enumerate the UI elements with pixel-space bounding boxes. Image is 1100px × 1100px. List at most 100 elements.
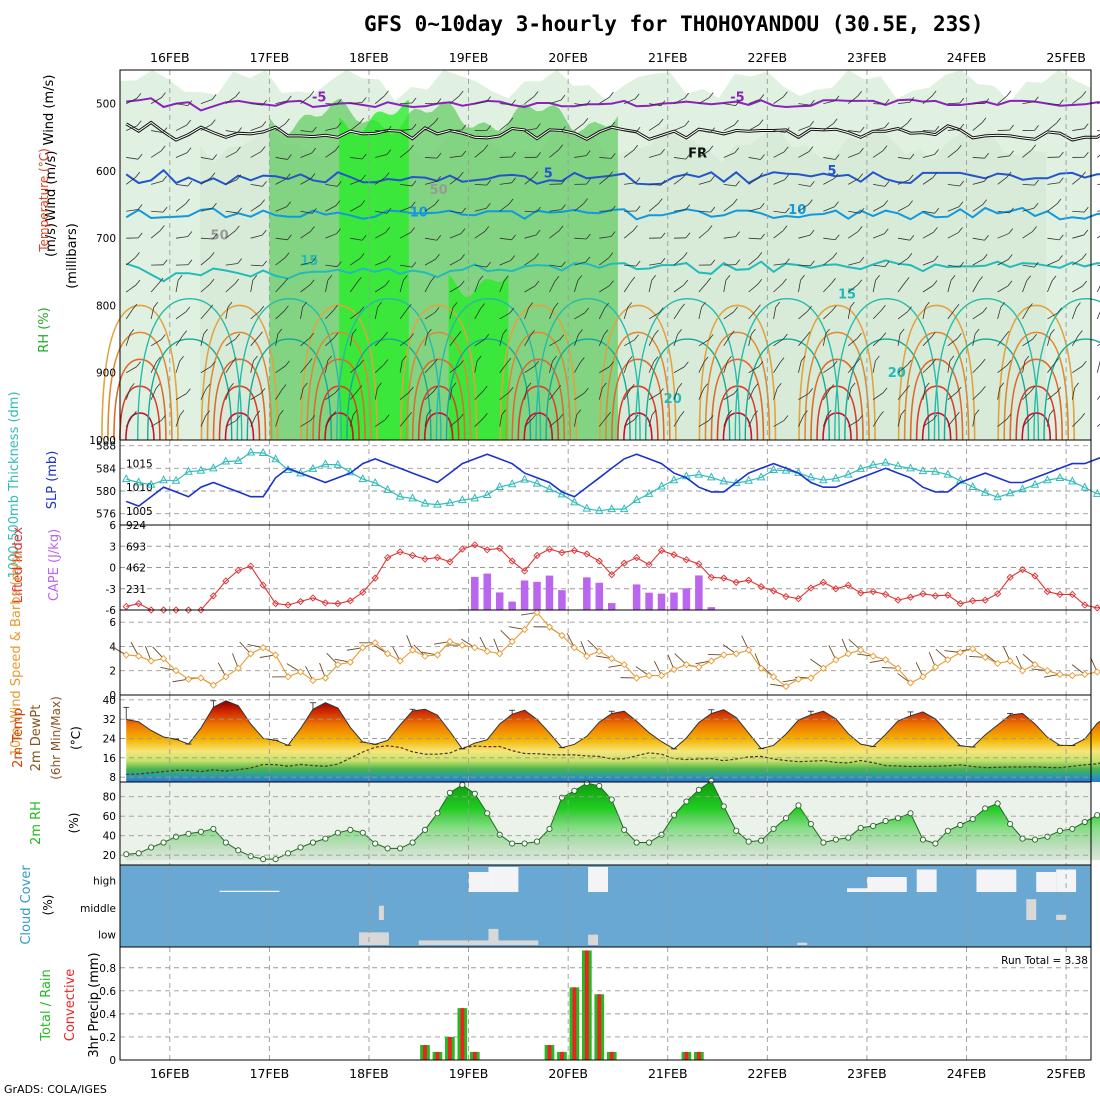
upper-wind-barb-flag: [137, 232, 143, 239]
upper-wind-barb-flag: [859, 208, 865, 214]
upper-wind-barb: [1096, 423, 1100, 427]
upper-wind-barb-flag: [359, 306, 365, 312]
upper-wind-barb-flag: [760, 233, 765, 240]
surface-temp-contour: [399, 304, 478, 441]
wind-speed-point: [284, 673, 292, 681]
upper-wind-barb: [822, 333, 826, 346]
upper-wind-barb: [673, 308, 681, 320]
upper-wind-barb-flag: [137, 153, 143, 160]
cloud-cell-high: [468, 872, 489, 892]
rh-point: [832, 836, 839, 843]
temp-ylabel: 2m Temp: [11, 708, 26, 768]
upper-wind-barb: [225, 263, 238, 266]
upper-wind-barb: [375, 260, 387, 266]
upper-wind-barb: [997, 176, 1008, 185]
upper-wind-barb: [399, 232, 411, 239]
upper-wind-barb-flag: [884, 181, 890, 187]
upper-wind-barb-flag: [1009, 124, 1014, 131]
upper-wind-barb: [872, 309, 882, 320]
upper-wind-barb-flag: [536, 123, 541, 129]
wind-speed-point: [520, 625, 529, 634]
wind-barb: [1071, 664, 1086, 675]
upper-wind-barb: [947, 360, 951, 373]
wind-speed-point: [1018, 667, 1027, 675]
thickness-point: [906, 463, 915, 472]
upper-wind-barb-flag: [508, 198, 514, 205]
upper-wind-barb-flag: [899, 328, 905, 335]
upper-wind-barb-flag: [253, 355, 258, 362]
upper-wind-barb-flag: [1051, 275, 1057, 282]
upper-wind-barb-flag: [336, 228, 341, 234]
precip-convective-bar: [559, 1051, 564, 1060]
upper-wind-barb: [997, 210, 1010, 214]
upper-wind-barb-flag: [982, 307, 988, 313]
upper-wind-barb-flag: [660, 232, 666, 239]
upper-wind-barb-flag: [334, 145, 340, 151]
rh-point: [235, 847, 242, 854]
upper-wind-barb-flag: [1009, 207, 1014, 214]
upper-wind-barb: [1072, 365, 1083, 374]
upper-wind-barb-flag: [310, 173, 316, 179]
upper-wind-barb-flag: [759, 202, 765, 209]
upper-wind-barb: [798, 360, 802, 373]
rh-point: [957, 821, 964, 829]
lifted-index-point: [794, 595, 803, 603]
upper-wind-barb: [350, 311, 361, 320]
wind-speed-point: [1043, 667, 1052, 675]
precip-convective-bar: [423, 1045, 427, 1060]
lifted-index-point: [807, 584, 815, 592]
upper-wind-barb-flag: [212, 202, 217, 209]
upper-wind-barb: [623, 281, 632, 293]
upper-wind-barb-flag: [205, 410, 211, 416]
upper-wind-barb-flag: [1009, 150, 1014, 157]
slp-ylabel: SLP (mb): [45, 451, 60, 510]
slp-tick: 1010: [126, 482, 153, 494]
upper-wind-barb: [200, 177, 212, 185]
upper-wind-barb-flag: [1006, 90, 1012, 97]
surface-temp-contour: [499, 304, 578, 441]
upper-wind-barb: [648, 203, 659, 212]
upper-wind-barb-flag: [782, 278, 787, 285]
lifted-index-point: [458, 545, 466, 553]
upper-wind-barb: [848, 420, 859, 427]
upper-wind-barb-flag: [800, 274, 805, 281]
wind-speed-point: [931, 663, 940, 671]
rh-point: [384, 845, 391, 852]
upper-ylabel-wind: Wind (m/s): [44, 151, 59, 222]
temp-contour-5: [125, 168, 1100, 186]
upper-wind-barb-flag: [1074, 382, 1079, 389]
upper-wind-barb: [549, 264, 562, 268]
upper-wind-barb: [300, 337, 310, 347]
upper-wind-barb: [773, 388, 778, 400]
upper-wind-barb: [972, 258, 984, 266]
upper-wind-barb: [1097, 264, 1100, 266]
upper-wind-barb: [823, 100, 836, 105]
upper-wind-barb-flag: [1026, 275, 1032, 281]
upper-wind-barb-flag: [783, 91, 788, 98]
upper-wind-barb-flag: [179, 356, 184, 362]
upper-wind-barb-flag: [909, 234, 915, 241]
upper-wind-barb: [250, 151, 262, 158]
date-label-top: 23FEB: [847, 50, 887, 65]
lifted-index-point: [284, 601, 292, 609]
upper-wind-barb-flag: [384, 414, 390, 421]
upper-wind-barb-flag: [352, 409, 358, 416]
upper-wind-barb: [823, 123, 834, 131]
upper-wind-barb-flag: [402, 275, 408, 281]
upper-wind-barb: [922, 210, 935, 214]
upper-wind-barb-flag: [658, 307, 664, 313]
upper-wind-barb-flag: [460, 254, 465, 260]
upper-wind-barb: [673, 209, 686, 212]
upper-wind-barb-flag: [683, 171, 688, 178]
upper-wind-barb-flag: [234, 278, 240, 285]
rh-point: [334, 829, 341, 836]
upper-wind-barb: [1022, 207, 1035, 212]
precip-convective-bar: [609, 1051, 614, 1060]
upper-wind-barb-flag: [729, 330, 735, 337]
cape-bar: [508, 601, 516, 610]
upper-wind-barb-flag: [212, 233, 218, 240]
wind-tick: 0: [109, 690, 116, 702]
upper-wind-barb: [574, 362, 581, 373]
wind-barb: [152, 646, 164, 659]
upper-wind-barb-flag: [361, 174, 366, 181]
